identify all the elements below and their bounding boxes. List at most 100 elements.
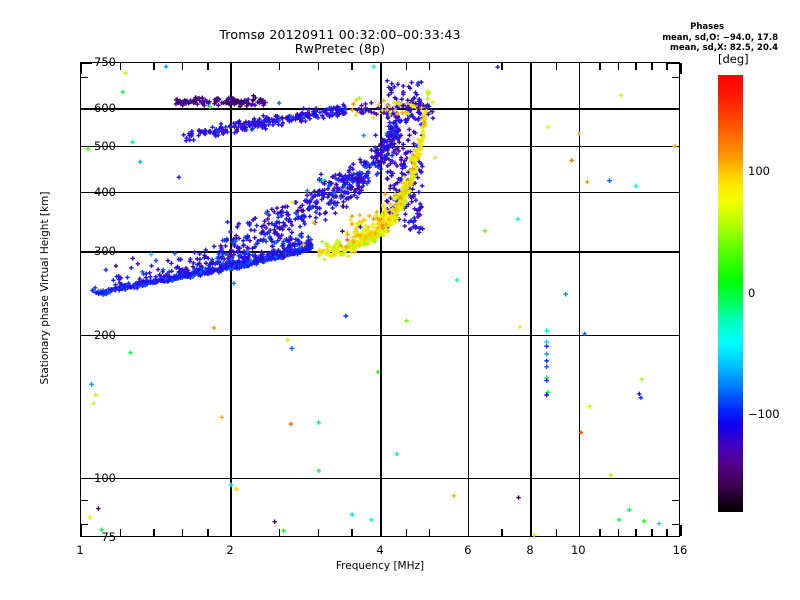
- data-point: [358, 224, 363, 230]
- data-point: [276, 254, 282, 259]
- data-point: [421, 116, 426, 122]
- x-tick: [555, 63, 558, 70]
- data-point: [181, 274, 186, 279]
- data-point: [273, 120, 278, 125]
- data-point: [302, 244, 308, 249]
- data-point: [396, 127, 402, 132]
- data-point: [408, 157, 413, 163]
- data-point: [323, 241, 329, 246]
- data-point: [305, 245, 311, 251]
- data-point: [390, 205, 395, 211]
- data-point: [389, 173, 394, 178]
- data-point: [157, 272, 162, 278]
- data-point: [432, 155, 438, 160]
- data-point: [419, 139, 424, 144]
- data-point: [273, 114, 278, 119]
- data-point: [364, 160, 370, 165]
- data-point: [383, 156, 389, 161]
- data-point: [236, 258, 241, 263]
- data-point: [289, 230, 294, 235]
- data-point: [563, 292, 568, 297]
- data-point: [390, 196, 396, 202]
- data-point: [336, 244, 341, 250]
- data-point: [369, 100, 374, 106]
- data-point: [403, 211, 408, 217]
- data-point: [396, 118, 401, 124]
- data-point: [413, 197, 419, 203]
- plot-area: [80, 62, 682, 538]
- data-point: [198, 129, 204, 134]
- data-point: [385, 216, 391, 222]
- data-point: [391, 132, 397, 138]
- data-point: [153, 280, 158, 285]
- data-point: [145, 282, 150, 287]
- data-point: [213, 127, 219, 132]
- data-point: [398, 133, 404, 138]
- data-point: [383, 225, 388, 231]
- data-point: [389, 158, 395, 164]
- data-point: [276, 255, 281, 260]
- data-point: [237, 264, 242, 270]
- data-point: [141, 278, 146, 283]
- data-point: [344, 204, 349, 210]
- data-point: [196, 268, 201, 273]
- data-point: [244, 100, 250, 106]
- data-point: [283, 252, 288, 257]
- data-point: [200, 101, 205, 106]
- data-point: [385, 199, 390, 204]
- data-point: [413, 90, 418, 95]
- data-point: [425, 89, 431, 94]
- data-point: [607, 178, 612, 184]
- data-point: [420, 226, 425, 231]
- data-point: [307, 240, 313, 245]
- data-point: [258, 97, 263, 102]
- data-point: [339, 193, 344, 199]
- data-point: [182, 98, 188, 103]
- data-point: [270, 119, 275, 124]
- data-point: [317, 178, 322, 183]
- data-point: [207, 262, 213, 267]
- data-point: [350, 243, 356, 249]
- data-point: [416, 152, 421, 158]
- data-point: [301, 246, 306, 251]
- data-point: [346, 242, 352, 247]
- data-point: [385, 225, 390, 230]
- data-point: [184, 271, 190, 276]
- data-point: [415, 153, 421, 159]
- data-point: [326, 252, 331, 257]
- data-point: [307, 199, 313, 204]
- data-point: [382, 208, 388, 213]
- data-point: [207, 266, 212, 271]
- data-point: [262, 118, 267, 123]
- data-point: [141, 280, 147, 286]
- data-point: [201, 99, 207, 104]
- data-point: [396, 100, 402, 106]
- data-point: [247, 260, 253, 265]
- data-point: [382, 229, 387, 235]
- data-point: [98, 290, 104, 296]
- data-point: [163, 273, 168, 278]
- data-point: [395, 206, 400, 211]
- data-point: [255, 259, 261, 264]
- data-point: [415, 117, 421, 123]
- data-point: [352, 239, 357, 244]
- data-point: [276, 255, 281, 261]
- data-point: [295, 112, 300, 117]
- data-point: [399, 162, 404, 167]
- data-point: [410, 159, 416, 164]
- data-point: [391, 125, 397, 130]
- data-point: [411, 96, 416, 101]
- data-point: [517, 324, 523, 329]
- data-point: [138, 159, 143, 165]
- data-point: [252, 216, 258, 221]
- data-point: [299, 217, 305, 222]
- data-point: [297, 233, 302, 238]
- data-point: [353, 243, 359, 248]
- data-point: [222, 238, 227, 243]
- data-point: [263, 256, 269, 261]
- data-point: [395, 137, 401, 142]
- data-point: [251, 258, 257, 264]
- data-point: [162, 276, 168, 281]
- data-point: [391, 186, 397, 191]
- data-point: [408, 180, 414, 185]
